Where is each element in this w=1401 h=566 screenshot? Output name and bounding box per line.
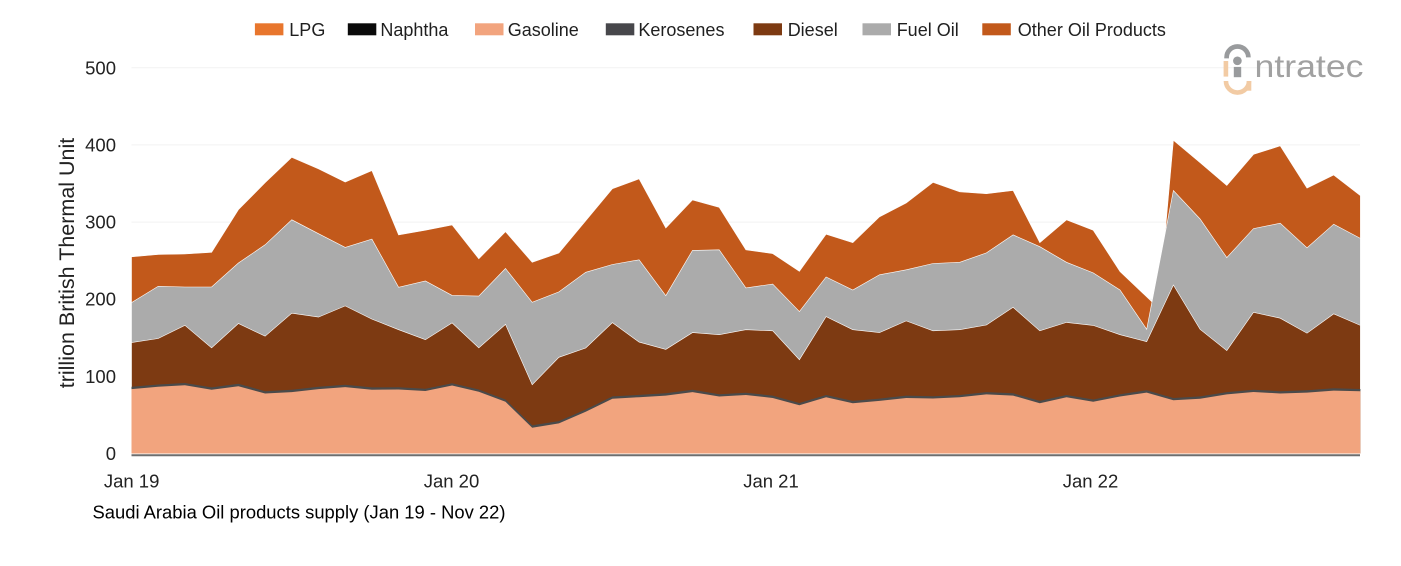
svg-text:ntratec: ntratec <box>1255 48 1364 84</box>
svg-text:Jan 19: Jan 19 <box>104 470 160 491</box>
svg-text:Jan 22: Jan 22 <box>1063 470 1119 491</box>
svg-text:Jan 21: Jan 21 <box>743 470 799 491</box>
svg-text:500: 500 <box>85 57 116 78</box>
svg-text:Naphtha: Naphtha <box>380 20 449 40</box>
svg-text:0: 0 <box>106 443 116 464</box>
svg-text:Kerosenes: Kerosenes <box>638 20 724 40</box>
svg-text:200: 200 <box>85 289 116 310</box>
svg-text:Gasoline: Gasoline <box>508 20 579 40</box>
svg-text:Saudi Arabia Oil products supp: Saudi Arabia Oil products supply (Jan 19… <box>93 502 506 523</box>
svg-text:100: 100 <box>85 366 116 387</box>
svg-text:Jan 20: Jan 20 <box>424 470 480 491</box>
svg-text:300: 300 <box>85 212 116 233</box>
svg-text:400: 400 <box>85 134 116 155</box>
svg-text:Diesel: Diesel <box>788 20 838 40</box>
svg-text:trillion British Thermal Unit: trillion British Thermal Unit <box>55 138 79 389</box>
svg-text:Fuel Oil: Fuel Oil <box>897 20 959 40</box>
svg-text:LPG: LPG <box>289 20 325 40</box>
svg-text:Other Oil Products: Other Oil Products <box>1018 20 1166 40</box>
